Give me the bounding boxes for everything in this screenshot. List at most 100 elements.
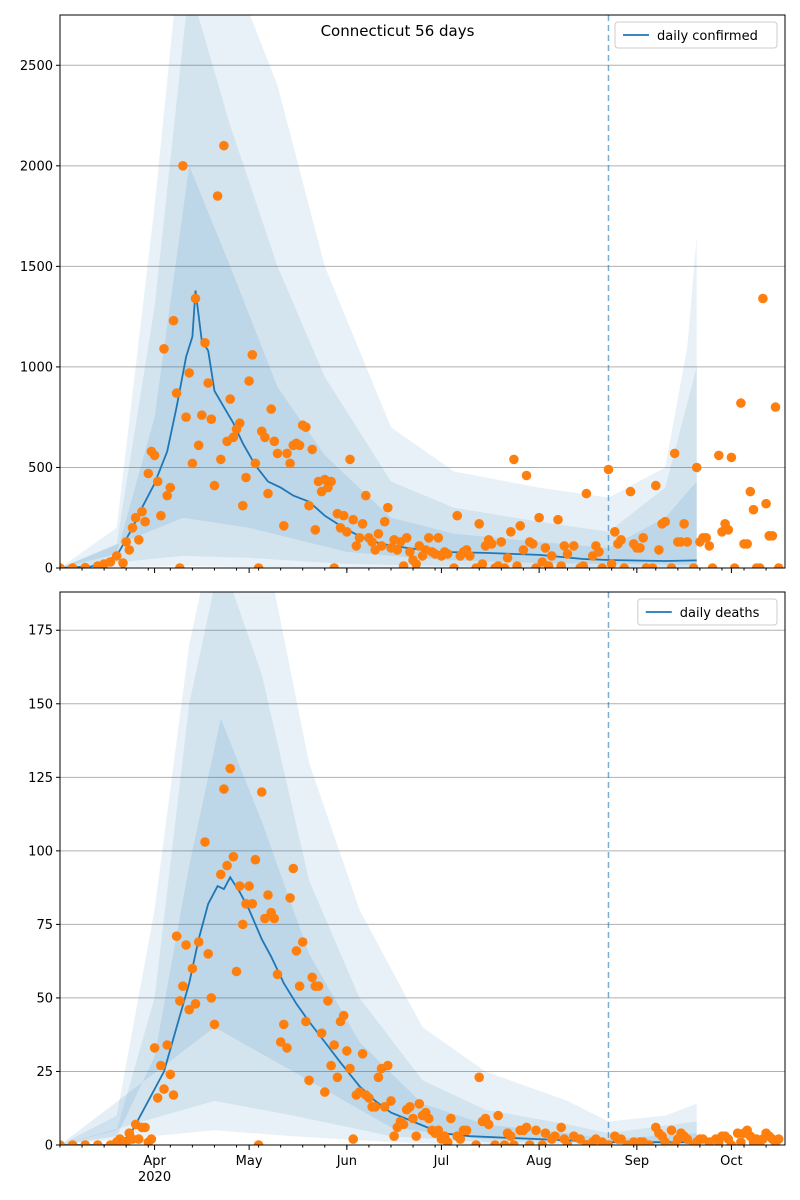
data-point bbox=[401, 533, 412, 543]
data-point bbox=[442, 1137, 453, 1145]
data-point bbox=[654, 545, 664, 555]
data-point bbox=[190, 293, 201, 304]
data-point bbox=[638, 533, 648, 543]
data-point bbox=[745, 486, 756, 497]
data-point bbox=[294, 981, 305, 991]
data-point bbox=[408, 1113, 418, 1124]
data-point bbox=[244, 881, 254, 891]
data-point bbox=[197, 410, 207, 421]
data-point bbox=[619, 563, 629, 568]
data-point bbox=[386, 1096, 396, 1106]
data-point bbox=[294, 440, 305, 451]
data-point bbox=[597, 563, 607, 568]
data-point bbox=[146, 1134, 157, 1144]
data-point bbox=[310, 525, 321, 535]
data-point bbox=[578, 561, 589, 568]
data-point bbox=[506, 527, 516, 537]
data-point bbox=[326, 1060, 336, 1071]
data-point bbox=[175, 996, 185, 1006]
data-point bbox=[149, 450, 160, 461]
data-point bbox=[307, 972, 318, 983]
y-tick-label: 2000 bbox=[20, 159, 53, 174]
data-point bbox=[159, 1084, 169, 1094]
data-point bbox=[726, 452, 737, 463]
data-point bbox=[398, 1119, 409, 1130]
data-point bbox=[134, 535, 144, 545]
data-point bbox=[206, 993, 217, 1003]
data-point bbox=[263, 488, 273, 499]
data-point bbox=[452, 510, 463, 521]
data-point bbox=[219, 140, 229, 151]
data-point bbox=[682, 537, 693, 547]
data-point bbox=[304, 1075, 314, 1086]
data-point bbox=[342, 527, 352, 537]
data-point bbox=[301, 1016, 311, 1027]
data-point bbox=[515, 521, 525, 531]
y-tick-label: 75 bbox=[36, 918, 53, 933]
data-point bbox=[272, 448, 283, 459]
data-point bbox=[253, 1140, 264, 1145]
data-point bbox=[105, 557, 116, 567]
data-point bbox=[247, 350, 258, 360]
data-point bbox=[203, 949, 213, 959]
data-point bbox=[156, 510, 166, 521]
data-point bbox=[200, 837, 210, 847]
data-point bbox=[424, 1113, 434, 1124]
data-point bbox=[187, 963, 198, 974]
data-point bbox=[329, 563, 339, 568]
data-point bbox=[313, 981, 324, 991]
data-point bbox=[616, 535, 626, 545]
data-point bbox=[707, 563, 718, 568]
data-point bbox=[726, 1140, 737, 1145]
chart-title: Connecticut 56 days bbox=[321, 22, 475, 40]
data-point bbox=[134, 1134, 144, 1144]
data-point bbox=[364, 1093, 374, 1103]
data-point bbox=[178, 161, 188, 171]
data-point bbox=[509, 454, 519, 465]
data-point bbox=[67, 1140, 78, 1145]
data-point bbox=[171, 931, 182, 941]
data-point bbox=[156, 1060, 166, 1071]
data-point bbox=[383, 1060, 393, 1071]
data-point bbox=[304, 500, 314, 511]
data-point bbox=[111, 551, 122, 561]
data-point bbox=[701, 533, 711, 543]
data-point bbox=[405, 547, 415, 557]
data-point bbox=[266, 404, 277, 414]
data-point bbox=[279, 521, 289, 531]
data-point bbox=[559, 541, 570, 551]
data-point bbox=[433, 533, 444, 543]
data-point bbox=[149, 1043, 160, 1053]
data-point bbox=[704, 541, 715, 551]
data-point bbox=[200, 338, 210, 348]
y-tick-label: 125 bbox=[28, 771, 53, 786]
data-point bbox=[193, 937, 204, 947]
data-point bbox=[509, 1140, 519, 1145]
x-tick-label: Oct bbox=[720, 1154, 742, 1169]
data-point bbox=[499, 563, 510, 568]
y-tick-label: 1500 bbox=[20, 260, 53, 275]
data-point bbox=[250, 458, 261, 469]
data-point bbox=[528, 539, 538, 549]
data-point bbox=[234, 881, 245, 891]
data-point bbox=[405, 1102, 415, 1112]
data-point bbox=[329, 1040, 340, 1050]
data-point bbox=[550, 1131, 560, 1141]
data-point bbox=[124, 545, 135, 555]
data-point bbox=[483, 1119, 494, 1130]
x-tick-label: Jun bbox=[336, 1154, 357, 1169]
data-point bbox=[357, 519, 368, 529]
confidence-band bbox=[60, 718, 697, 1145]
data-point bbox=[569, 541, 579, 551]
data-point bbox=[80, 562, 90, 568]
data-point bbox=[433, 1125, 444, 1136]
data-point bbox=[338, 510, 349, 521]
data-point bbox=[562, 549, 573, 559]
data-point bbox=[691, 462, 702, 473]
x-tick-label: Jul bbox=[433, 1154, 450, 1169]
data-point bbox=[660, 1137, 670, 1145]
data-point bbox=[553, 514, 563, 525]
data-point bbox=[342, 1046, 352, 1056]
series-line bbox=[60, 875, 697, 1145]
data-point bbox=[537, 1140, 548, 1145]
